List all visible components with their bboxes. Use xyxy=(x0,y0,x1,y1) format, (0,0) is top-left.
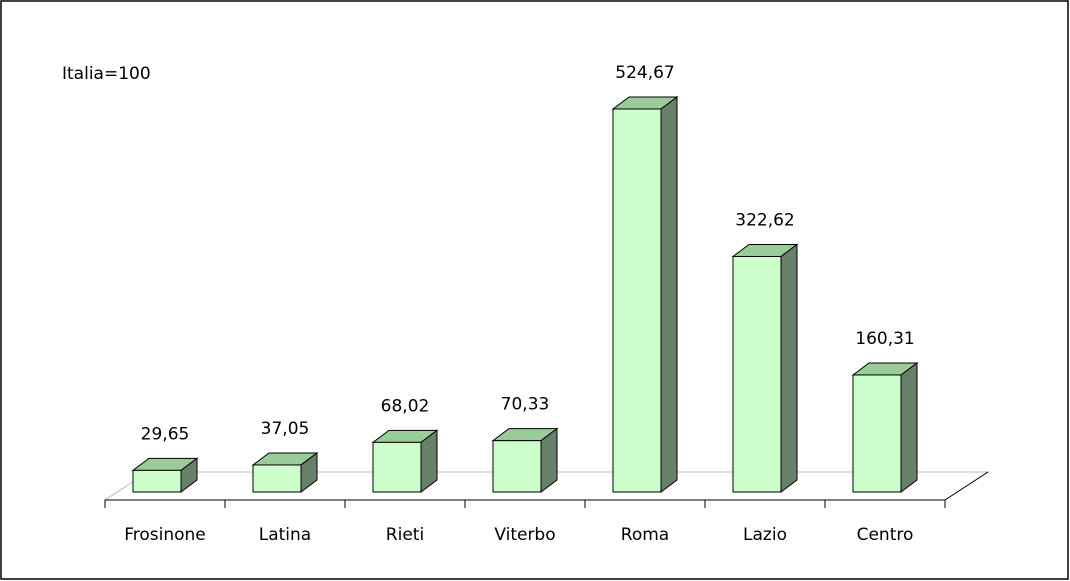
bar xyxy=(132,469,182,493)
bar xyxy=(252,464,302,493)
x-tick-label: Rieti xyxy=(386,525,424,545)
x-tick-label: Viterbo xyxy=(494,525,555,545)
value-label: 68,02 xyxy=(381,396,430,416)
bar xyxy=(612,108,662,493)
value-label: 37,05 xyxy=(261,419,310,439)
bar-side xyxy=(660,95,678,493)
x-tick-label: Frosinone xyxy=(124,525,206,545)
x-tick-label: Latina xyxy=(259,525,311,545)
value-label: 322,62 xyxy=(735,210,794,230)
annotation: Italia=100 xyxy=(62,64,151,84)
bar xyxy=(732,255,782,493)
bar xyxy=(492,440,542,493)
value-label: 29,65 xyxy=(141,424,190,444)
floor-edge xyxy=(944,471,989,501)
value-label: 160,31 xyxy=(855,329,914,349)
value-label: 524,67 xyxy=(615,63,674,83)
bar-side xyxy=(900,361,918,493)
x-tick-label: Roma xyxy=(621,525,669,545)
bar-side xyxy=(780,243,798,493)
x-tick-label: Centro xyxy=(857,525,914,545)
x-tick-label: Lazio xyxy=(743,525,787,545)
value-label: 70,33 xyxy=(501,395,550,415)
bar xyxy=(372,441,422,493)
bar xyxy=(852,374,902,493)
